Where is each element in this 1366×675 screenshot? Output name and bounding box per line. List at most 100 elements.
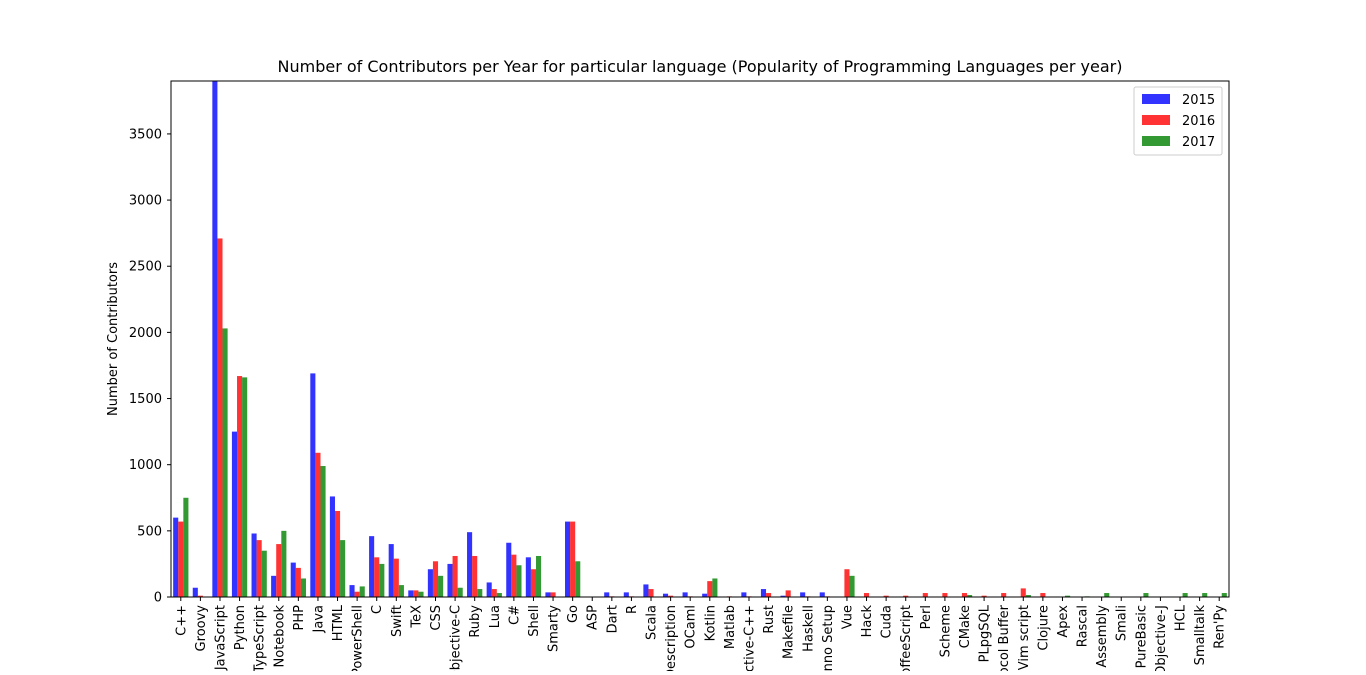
bar-2015-24 bbox=[643, 584, 648, 597]
bar-2016-9 bbox=[355, 592, 360, 597]
bar-2016-38 bbox=[923, 593, 928, 597]
bar-2016-19 bbox=[551, 592, 556, 597]
x-tick-label: Smali bbox=[1115, 605, 1130, 641]
x-tick-label: TeX bbox=[409, 605, 424, 629]
x-tick-label: Apex bbox=[1056, 605, 1071, 638]
x-tick-label: Objective-C bbox=[449, 605, 464, 671]
bar-2017-10 bbox=[379, 564, 384, 597]
bar-2015-13 bbox=[428, 569, 433, 597]
x-tick-label: Java bbox=[311, 605, 326, 633]
bar-2017-49 bbox=[1143, 593, 1148, 597]
bar-2016-20 bbox=[570, 522, 575, 597]
bar-2017-15 bbox=[477, 589, 482, 597]
x-tick-label: PHP bbox=[292, 605, 307, 631]
bar-2017-6 bbox=[301, 578, 306, 597]
x-tick-label: Description bbox=[664, 605, 679, 671]
x-tick-label: TypeScript bbox=[253, 605, 268, 671]
y-tick-label: 3500 bbox=[129, 127, 162, 142]
x-tick-label: Notebook bbox=[272, 605, 287, 668]
x-tick-label: Smalltalk bbox=[1193, 605, 1208, 666]
bar-2016-15 bbox=[472, 556, 477, 597]
bar-2017-2 bbox=[223, 328, 228, 597]
bar-2016-43 bbox=[1021, 588, 1026, 597]
bar-2017-7 bbox=[320, 466, 325, 597]
x-tick-label: OCaml bbox=[684, 605, 699, 649]
x-tick-label: Scheme bbox=[938, 605, 953, 657]
bar-2015-12 bbox=[408, 590, 413, 597]
legend-swatch-2017 bbox=[1142, 136, 1170, 146]
x-tick-label: HTML bbox=[331, 604, 346, 641]
x-tick-label: Makefile bbox=[782, 605, 797, 659]
bar-2016-16 bbox=[492, 589, 497, 597]
bar-2017-9 bbox=[360, 586, 365, 597]
x-tick-label: HCL bbox=[1174, 604, 1189, 631]
x-tick-label: Objective-C++ bbox=[742, 605, 757, 671]
bar-2016-39 bbox=[942, 593, 947, 597]
bar-2016-27 bbox=[707, 581, 712, 597]
bar-2015-7 bbox=[310, 373, 315, 597]
bar-2016-40 bbox=[962, 593, 967, 597]
bar-2016-18 bbox=[531, 569, 536, 597]
x-tick-label: CoffeeScript bbox=[899, 605, 914, 671]
x-tick-label: Swift bbox=[390, 605, 405, 637]
bar-2016-42 bbox=[1001, 593, 1006, 597]
x-tick-label: Objective-J bbox=[1154, 605, 1169, 671]
x-tick-label: Vue bbox=[840, 605, 855, 629]
bar-2015-32 bbox=[800, 592, 805, 597]
bar-2017-34 bbox=[849, 576, 854, 597]
bar-2016-14 bbox=[453, 556, 458, 597]
bar-2016-4 bbox=[257, 540, 262, 597]
x-tick-label: C bbox=[370, 605, 385, 614]
x-tick-label: Ruby bbox=[468, 605, 483, 638]
bar-2016-35 bbox=[864, 593, 869, 597]
bar-2017-0 bbox=[183, 498, 188, 597]
bar-2016-2 bbox=[217, 238, 222, 597]
plot-frame bbox=[171, 81, 1229, 597]
x-tick-label: Clojure bbox=[1036, 605, 1051, 651]
bar-2017-18 bbox=[536, 556, 541, 597]
bar-2016-6 bbox=[296, 568, 301, 597]
y-tick-label: 3000 bbox=[129, 194, 162, 209]
bar-2016-10 bbox=[374, 557, 379, 597]
legend-label-2017: 2017 bbox=[1182, 135, 1215, 150]
x-tick-label: Rust bbox=[762, 605, 777, 634]
bar-2015-6 bbox=[291, 563, 296, 597]
x-tick-label: Perl bbox=[919, 605, 934, 629]
bar-2015-1 bbox=[193, 588, 198, 597]
bar-2015-16 bbox=[487, 582, 492, 597]
x-tick-label: Smarty bbox=[547, 605, 562, 652]
x-tick-label: R bbox=[625, 605, 640, 614]
y-tick-label: 2500 bbox=[129, 260, 162, 275]
x-tick-label: Vim script bbox=[1017, 605, 1032, 670]
x-tick-label: PLpgSQL bbox=[978, 604, 993, 662]
bar-2016-31 bbox=[786, 590, 791, 597]
bar-2015-15 bbox=[467, 532, 472, 597]
bar-2015-8 bbox=[330, 496, 335, 597]
x-tick-label: Groovy bbox=[194, 605, 209, 652]
x-tick-label: CSS bbox=[429, 605, 444, 631]
bar-2017-53 bbox=[1222, 593, 1227, 597]
bar-2017-17 bbox=[516, 565, 521, 597]
bar-2015-23 bbox=[624, 592, 629, 597]
x-tick-label: PureBasic bbox=[1134, 605, 1149, 668]
x-tick-label: CMake bbox=[958, 605, 973, 648]
bar-2016-12 bbox=[413, 590, 418, 597]
x-tick-label: Go bbox=[566, 605, 581, 623]
bar-2015-5 bbox=[271, 576, 276, 597]
bar-2017-14 bbox=[458, 588, 463, 597]
x-tick-label: Rascal bbox=[1076, 605, 1091, 647]
bar-2015-2 bbox=[212, 81, 217, 597]
bar-2016-44 bbox=[1040, 593, 1045, 597]
bar-2016-0 bbox=[178, 522, 183, 597]
x-tick-label: Scala bbox=[645, 605, 660, 640]
x-tick-label: PowerShell bbox=[351, 605, 366, 671]
bar-2016-7 bbox=[315, 453, 320, 597]
bar-2016-11 bbox=[394, 559, 399, 597]
bar-2015-3 bbox=[232, 432, 237, 597]
bar-2015-26 bbox=[683, 592, 688, 597]
bar-2015-29 bbox=[741, 592, 746, 597]
bar-2016-17 bbox=[511, 555, 516, 597]
x-tick-label: JavaScript bbox=[213, 605, 228, 671]
